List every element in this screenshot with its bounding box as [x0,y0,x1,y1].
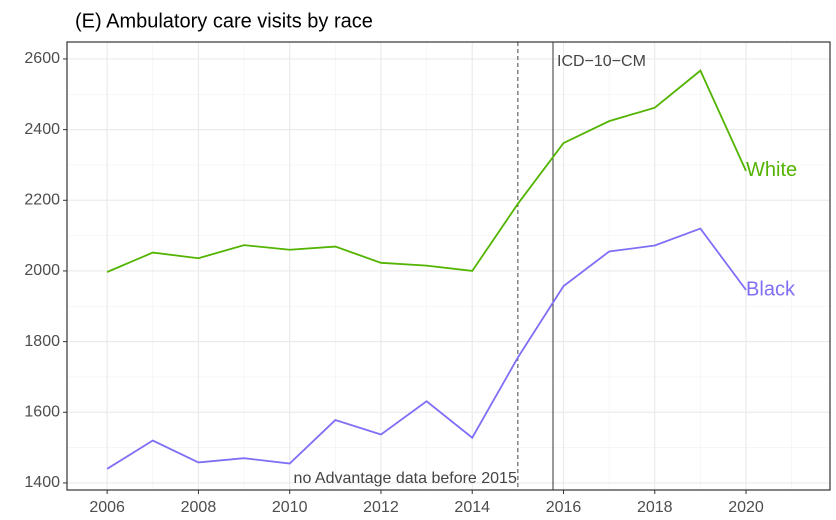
line [106,69,747,273]
x-tick-label: 2008 [181,499,217,516]
x-tick-label: 2006 [89,499,125,516]
x-tick-label: 2012 [363,499,399,516]
y-tick-label: 2600 [24,50,60,67]
annotation: no Advantage data before 2015 [294,470,517,487]
series-label: White [746,159,797,181]
x-tick-label: 2014 [454,499,490,516]
y-tick-label: 2400 [24,121,60,138]
annotation: ICD−10−CM [557,53,646,70]
y-tick-label: 2000 [24,262,60,279]
plot-border [66,41,831,491]
x-tick-label: 2018 [637,499,673,516]
x-tick-label: 2016 [546,499,582,516]
y-tick-label: 1400 [24,474,60,491]
line [106,227,747,470]
y-tick-label: 1800 [24,333,60,350]
x-tick-label: 2020 [728,499,764,516]
y-tick-label: 2200 [24,192,60,209]
chart-title: (E) Ambulatory care visits by race [75,10,373,32]
x-tick-label: 2010 [272,499,308,516]
y-tick-label: 1600 [24,403,60,420]
series-label: Black [746,278,796,300]
